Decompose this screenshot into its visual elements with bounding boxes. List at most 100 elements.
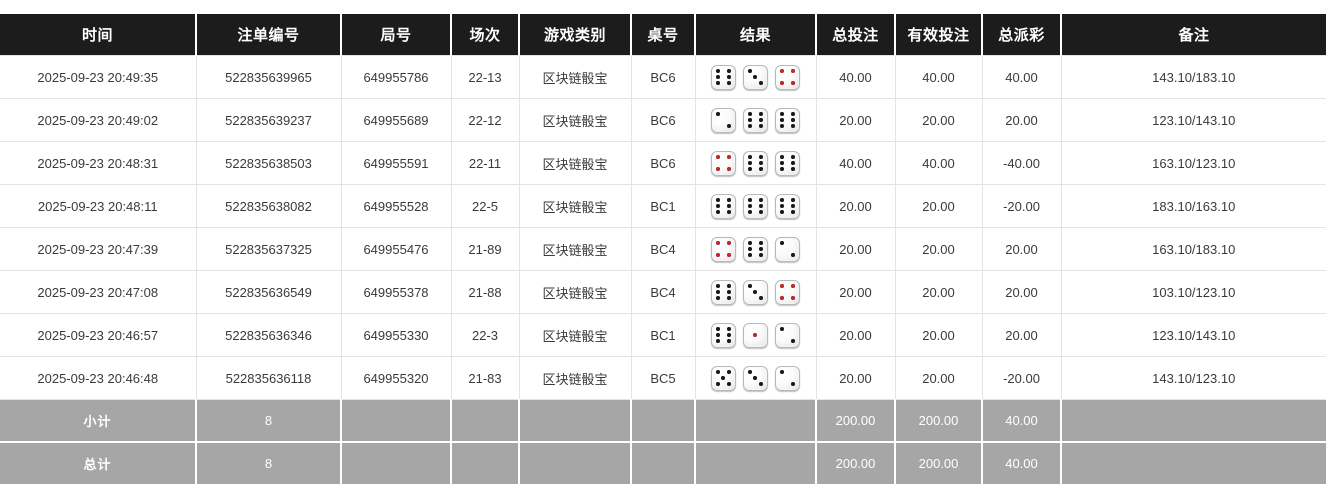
die-pip xyxy=(779,155,784,160)
column-header-remark[interactable]: 备注 xyxy=(1061,14,1326,56)
die-face-3 xyxy=(743,64,768,90)
column-header-game_type[interactable]: 游戏类别 xyxy=(519,14,632,56)
die-pip xyxy=(791,123,796,128)
die-pip xyxy=(791,117,796,122)
table-row[interactable]: 2025-09-23 20:47:39 522835637325 649955476… xyxy=(0,227,1326,271)
cell-result xyxy=(695,313,817,357)
die-pip xyxy=(753,74,758,79)
column-header-table_no[interactable]: 桌号 xyxy=(631,14,696,56)
cell-total_bet: 40.00 xyxy=(816,55,896,99)
die-pip xyxy=(715,155,720,160)
table-row[interactable]: 2025-09-23 20:49:35 522835639965 649955786… xyxy=(0,55,1326,99)
dice-group xyxy=(698,193,814,219)
die-face-6 xyxy=(775,107,800,133)
table-row[interactable]: 2025-09-23 20:48:11 522835638082 649955528… xyxy=(0,184,1326,228)
die-pip xyxy=(747,155,752,160)
table-row[interactable]: 2025-09-23 20:48:31 522835638503 649955591… xyxy=(0,141,1326,185)
cell-remark: 123.10/143.10 xyxy=(1061,313,1326,357)
die-pip xyxy=(715,370,720,375)
column-header-total_payout[interactable]: 总派彩 xyxy=(982,14,1062,56)
die-pip xyxy=(791,295,796,300)
cell-game_type: 区块链骰宝 xyxy=(519,184,632,228)
die-pip xyxy=(759,117,764,122)
column-header-valid_bet[interactable]: 有效投注 xyxy=(895,14,983,56)
die-pip xyxy=(759,80,764,85)
die-pip xyxy=(727,289,732,294)
table-row[interactable]: 2025-09-23 20:49:02 522835639237 649955689… xyxy=(0,98,1326,142)
die-face-4 xyxy=(711,236,736,262)
bet-history-panel: 时间 注单编号 局号 场次 游戏类别 桌号 结果 总投注 有效投注 总派彩 备注 2025-09-2… xyxy=(0,14,1326,486)
die-pip xyxy=(727,295,732,300)
die-pip xyxy=(759,155,764,160)
die-pip xyxy=(747,246,752,251)
die-pip xyxy=(779,241,784,246)
table-row[interactable]: 2025-09-23 20:47:08 522835636549 649955378… xyxy=(0,270,1326,314)
cell-game_type: 区块链骰宝 xyxy=(519,313,632,357)
cell-total_bet: 20.00 xyxy=(816,313,896,357)
die-pip xyxy=(759,246,764,251)
column-header-order_no[interactable]: 注单编号 xyxy=(196,14,342,56)
cell-session: 21-83 xyxy=(451,356,520,400)
die-pip xyxy=(715,327,720,332)
die-pip xyxy=(759,252,764,257)
die-face-6 xyxy=(711,64,736,90)
cell-round_no: 649955786 xyxy=(341,55,452,99)
cell-table_no: BC4 xyxy=(631,270,696,314)
summary-table_no-empty xyxy=(631,442,696,486)
die-pip xyxy=(715,166,720,171)
column-header-session[interactable]: 场次 xyxy=(451,14,520,56)
dice-group xyxy=(698,322,814,348)
die-pip xyxy=(779,370,784,375)
cell-game_type: 区块链骰宝 xyxy=(519,98,632,142)
cell-session: 22-5 xyxy=(451,184,520,228)
die-pip xyxy=(727,370,732,375)
die-pip xyxy=(727,338,732,343)
table-row[interactable]: 2025-09-23 20:46:48 522835636118 649955320… xyxy=(0,356,1326,400)
die-face-4 xyxy=(775,279,800,305)
die-face-6 xyxy=(743,107,768,133)
die-face-5 xyxy=(711,365,736,391)
column-header-result[interactable]: 结果 xyxy=(695,14,817,56)
die-pip xyxy=(747,166,752,171)
dice-group xyxy=(698,107,814,133)
die-face-4 xyxy=(711,150,736,176)
die-pip xyxy=(791,160,796,165)
cell-round_no: 649955689 xyxy=(341,98,452,142)
die-pip xyxy=(779,117,784,122)
die-face-3 xyxy=(743,279,768,305)
die-pip xyxy=(791,112,796,117)
cell-remark: 123.10/143.10 xyxy=(1061,98,1326,142)
die-pip xyxy=(779,203,784,208)
die-pip xyxy=(715,284,720,289)
cell-game_type: 区块链骰宝 xyxy=(519,356,632,400)
dice-group xyxy=(698,236,814,262)
die-pip xyxy=(727,80,732,85)
cell-order_no: 522835638503 xyxy=(196,141,342,185)
die-pip xyxy=(779,166,784,171)
die-pip xyxy=(779,69,784,74)
die-face-2 xyxy=(775,236,800,262)
summary-total_payout: 40.00 xyxy=(982,442,1062,486)
cell-valid_bet: 20.00 xyxy=(895,313,983,357)
column-header-round_no[interactable]: 局号 xyxy=(341,14,452,56)
die-pip xyxy=(779,160,784,165)
die-pip xyxy=(715,203,720,208)
cell-remark: 163.10/123.10 xyxy=(1061,141,1326,185)
column-header-time[interactable]: 时间 xyxy=(0,14,197,56)
die-pip xyxy=(715,338,720,343)
cell-table_no: BC6 xyxy=(631,55,696,99)
die-pip xyxy=(791,198,796,203)
cell-total_bet: 20.00 xyxy=(816,227,896,271)
die-face-6 xyxy=(743,150,768,176)
cell-valid_bet: 20.00 xyxy=(895,227,983,271)
cell-total_payout: 20.00 xyxy=(982,98,1062,142)
table-row[interactable]: 2025-09-23 20:46:57 522835636346 649955330… xyxy=(0,313,1326,357)
die-pip xyxy=(779,80,784,85)
die-pip xyxy=(779,112,784,117)
summary-remark-empty xyxy=(1061,442,1326,486)
die-face-6 xyxy=(775,150,800,176)
die-pip xyxy=(779,209,784,214)
cell-order_no: 522835638082 xyxy=(196,184,342,228)
column-header-total_bet[interactable]: 总投注 xyxy=(816,14,896,56)
die-pip xyxy=(759,295,764,300)
